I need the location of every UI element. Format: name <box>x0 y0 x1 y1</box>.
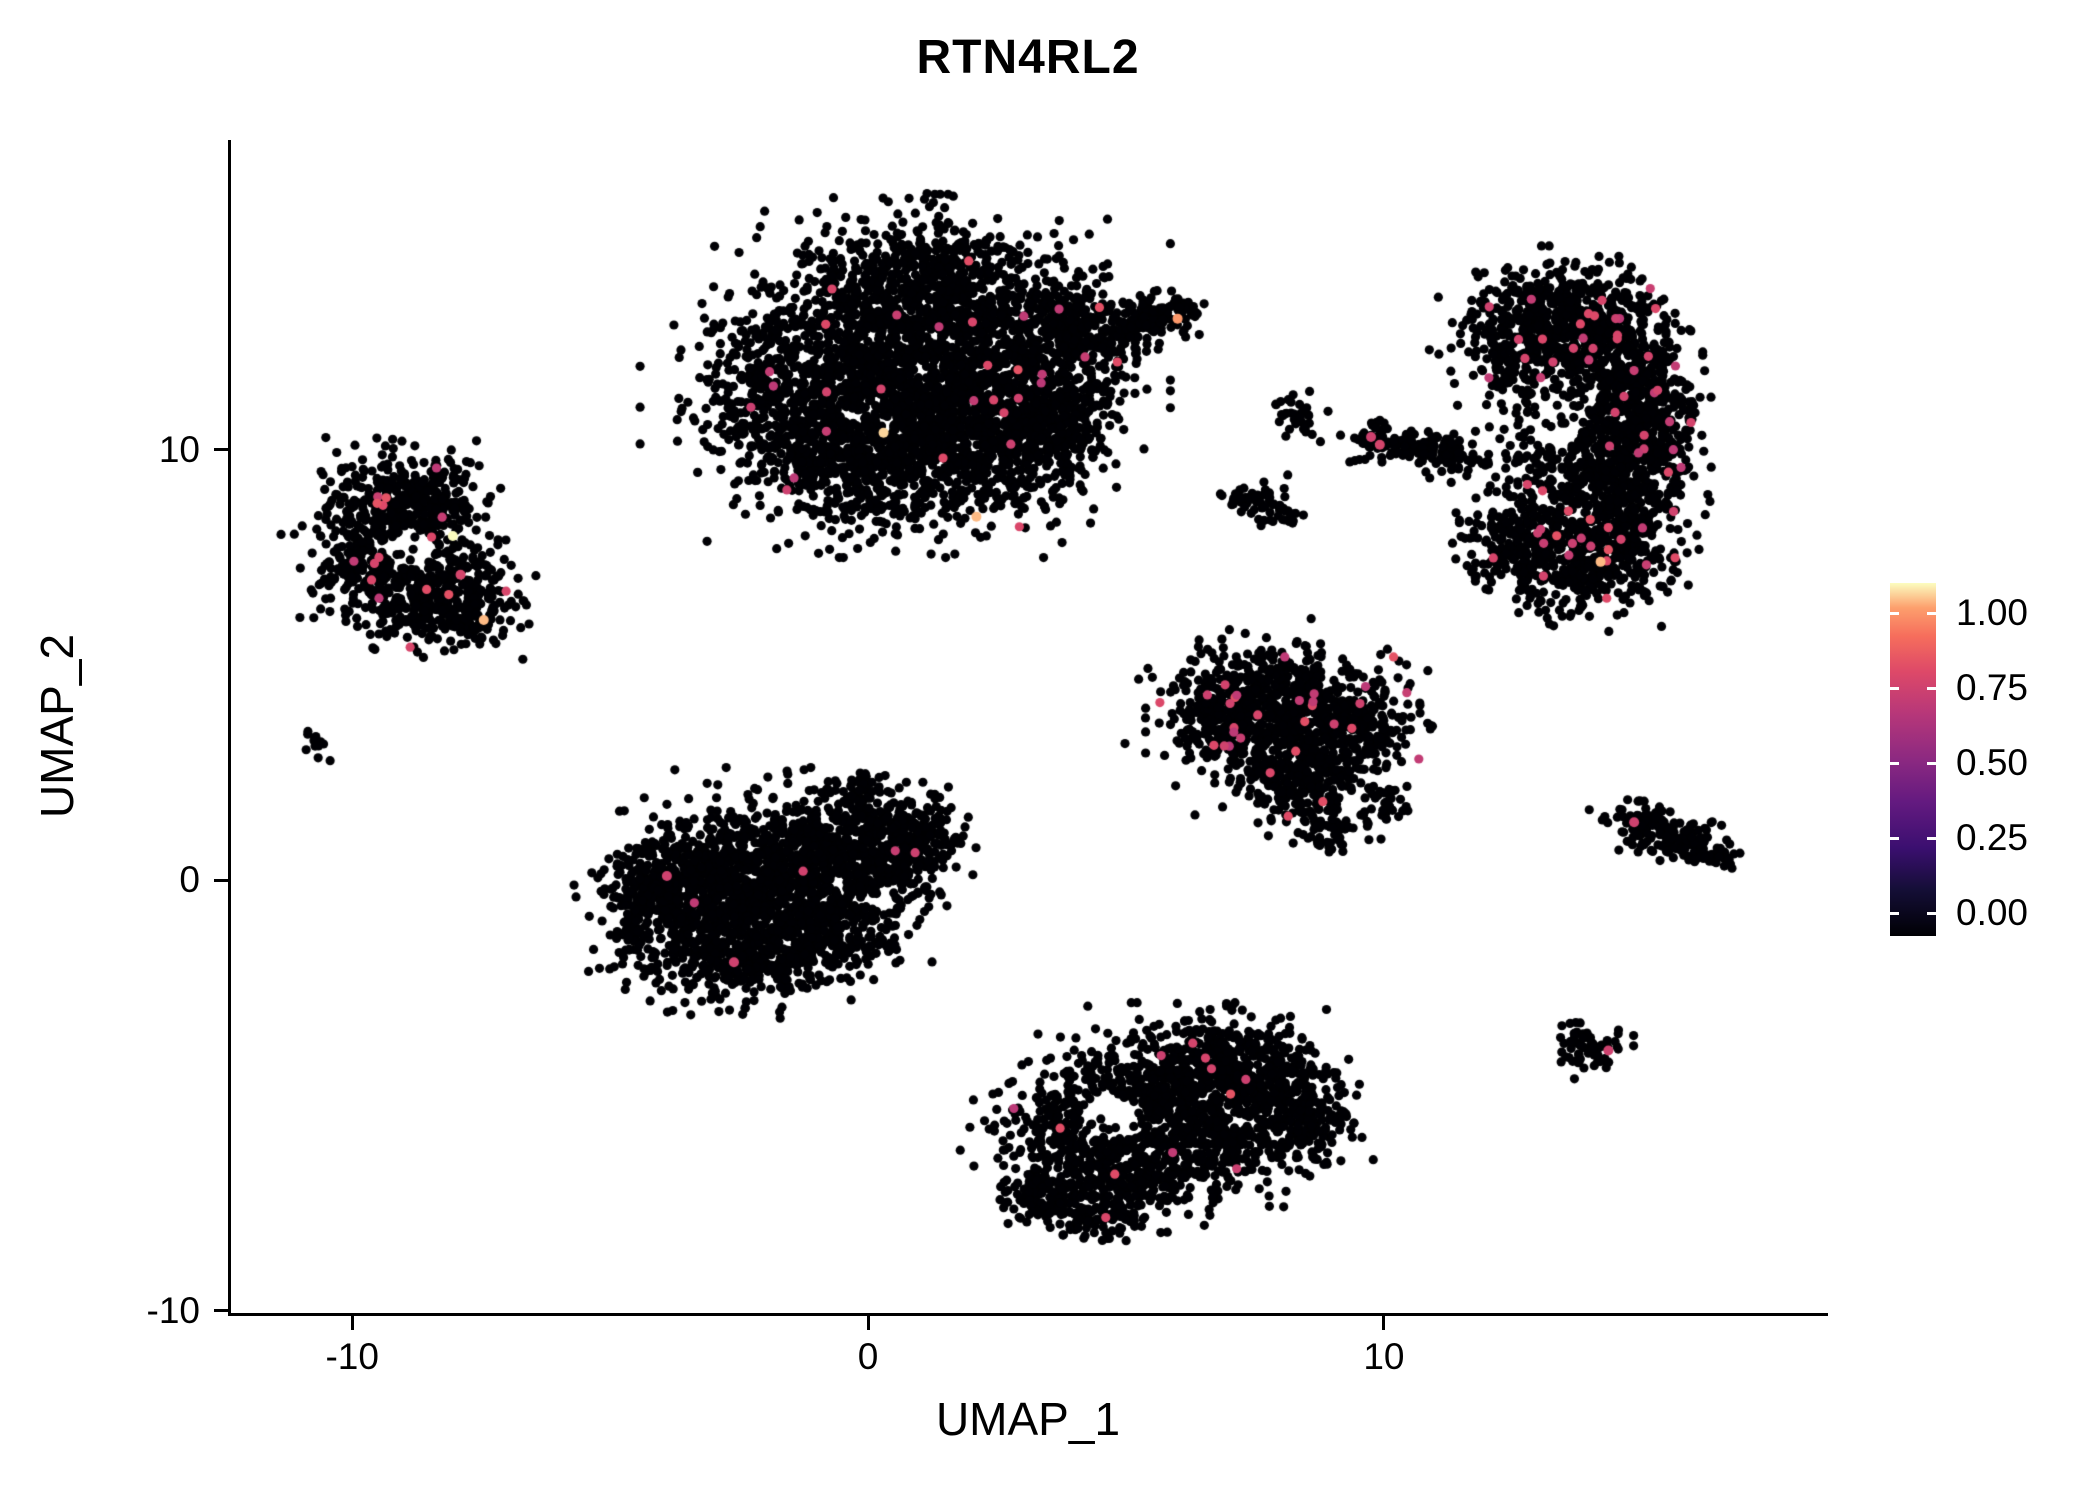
x-axis-label: UMAP_1 <box>935 1393 1121 1445</box>
colorbar-tick-label: 0.75 <box>1956 667 2029 708</box>
x-tick-label: 0 <box>857 1336 879 1377</box>
colorbar-tick-mark <box>1927 611 1936 615</box>
colorbar-tick-mark <box>1927 911 1936 915</box>
colorbar-tick-label: 0.50 <box>1956 742 2029 783</box>
y-axis-label: UMAP_2 <box>31 633 83 819</box>
plot-title: RTN4RL2 <box>916 31 1140 84</box>
y-tick-label: 0 <box>179 859 200 901</box>
y-tick-mark <box>214 448 228 452</box>
colorbar-tick-mark <box>1890 611 1899 615</box>
colorbar-tick-mark <box>1890 761 1899 765</box>
x-tick-label: -10 <box>325 1336 379 1377</box>
colorbar-tick-mark <box>1927 836 1936 840</box>
x-tick-label: 10 <box>1363 1336 1405 1377</box>
y-tick-mark <box>214 878 228 882</box>
colorbar-tick-label: 1.00 <box>1956 592 2029 633</box>
y-tick-mark <box>214 1309 228 1313</box>
colorbar-tick-mark <box>1890 836 1899 840</box>
colorbar-tick-mark <box>1890 911 1899 915</box>
y-axis-line <box>228 140 231 1316</box>
x-tick-mark <box>350 1316 354 1330</box>
x-tick-mark <box>1382 1316 1386 1330</box>
colorbar-tick-mark <box>1927 686 1936 690</box>
colorbar-gradient <box>1890 583 1936 936</box>
colorbar-tick-mark <box>1927 761 1936 765</box>
colorbar-tick-label: 0.25 <box>1956 817 2029 858</box>
colorbar-tick-mark <box>1890 686 1899 690</box>
colorbar-tick-label: 0.00 <box>1956 892 2029 933</box>
x-axis-line <box>228 1313 1828 1316</box>
x-tick-mark <box>866 1316 870 1330</box>
y-tick-label: 10 <box>158 428 200 470</box>
y-tick-label: -10 <box>146 1289 200 1331</box>
